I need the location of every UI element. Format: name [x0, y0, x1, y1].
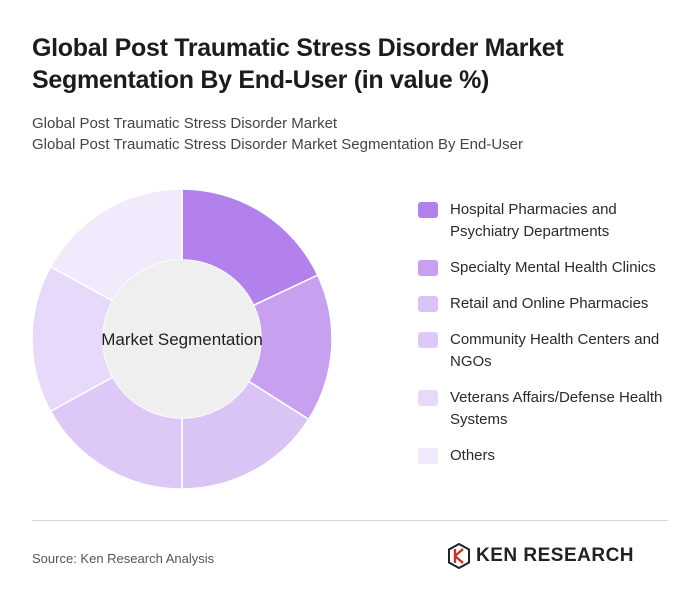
source-note: Source: Ken Research Analysis [32, 551, 215, 566]
footer-divider [32, 520, 668, 521]
legend-label: Veterans Affairs/Defense Health Systems [450, 389, 663, 428]
subtitle-line-2: Global Post Traumatic Stress Disorder Ma… [32, 136, 524, 153]
donut-center-label: Market Segmentation [101, 330, 263, 349]
donut-center [103, 260, 261, 418]
legend-swatch [418, 448, 438, 464]
legend-item: Community Health Centers and NGOs [418, 329, 688, 373]
brand-name: KEN RESEARCH [476, 545, 635, 566]
legend-label: Others [450, 447, 496, 464]
donut-chart: Market Segmentation [31, 188, 333, 490]
legend-label: Community Health Centers and NGOs [450, 331, 660, 370]
brand-mark: KEN RESEARCH [448, 543, 634, 569]
legend-swatch [418, 296, 438, 312]
chart-title: Global Post Traumatic Stress Disorder Ma… [32, 34, 564, 94]
legend-swatch [418, 260, 438, 276]
legend-item: Hospital Pharmacies and Psychiatry Depar… [418, 199, 688, 243]
subtitle-line-1: Global Post Traumatic Stress Disorder Ma… [32, 115, 338, 132]
legend-swatch [418, 332, 438, 348]
legend-item: Others [418, 445, 688, 467]
legend-swatch [418, 390, 438, 406]
legend-label: Retail and Online Pharmacies [450, 295, 649, 312]
ken-logo-icon [448, 543, 470, 569]
legend-item: Specialty Mental Health Clinics [418, 257, 688, 279]
legend-swatch [418, 202, 438, 218]
chart-legend: Hospital Pharmacies and Psychiatry Depar… [418, 199, 688, 481]
chart-subtitle: Global Post Traumatic Stress Disorder Ma… [32, 113, 672, 155]
legend-label: Hospital Pharmacies and Psychiatry Depar… [450, 201, 617, 240]
legend-item: Retail and Online Pharmacies [418, 293, 688, 315]
legend-item: Veterans Affairs/Defense Health Systems [418, 387, 688, 431]
legend-label: Specialty Mental Health Clinics [450, 259, 656, 276]
